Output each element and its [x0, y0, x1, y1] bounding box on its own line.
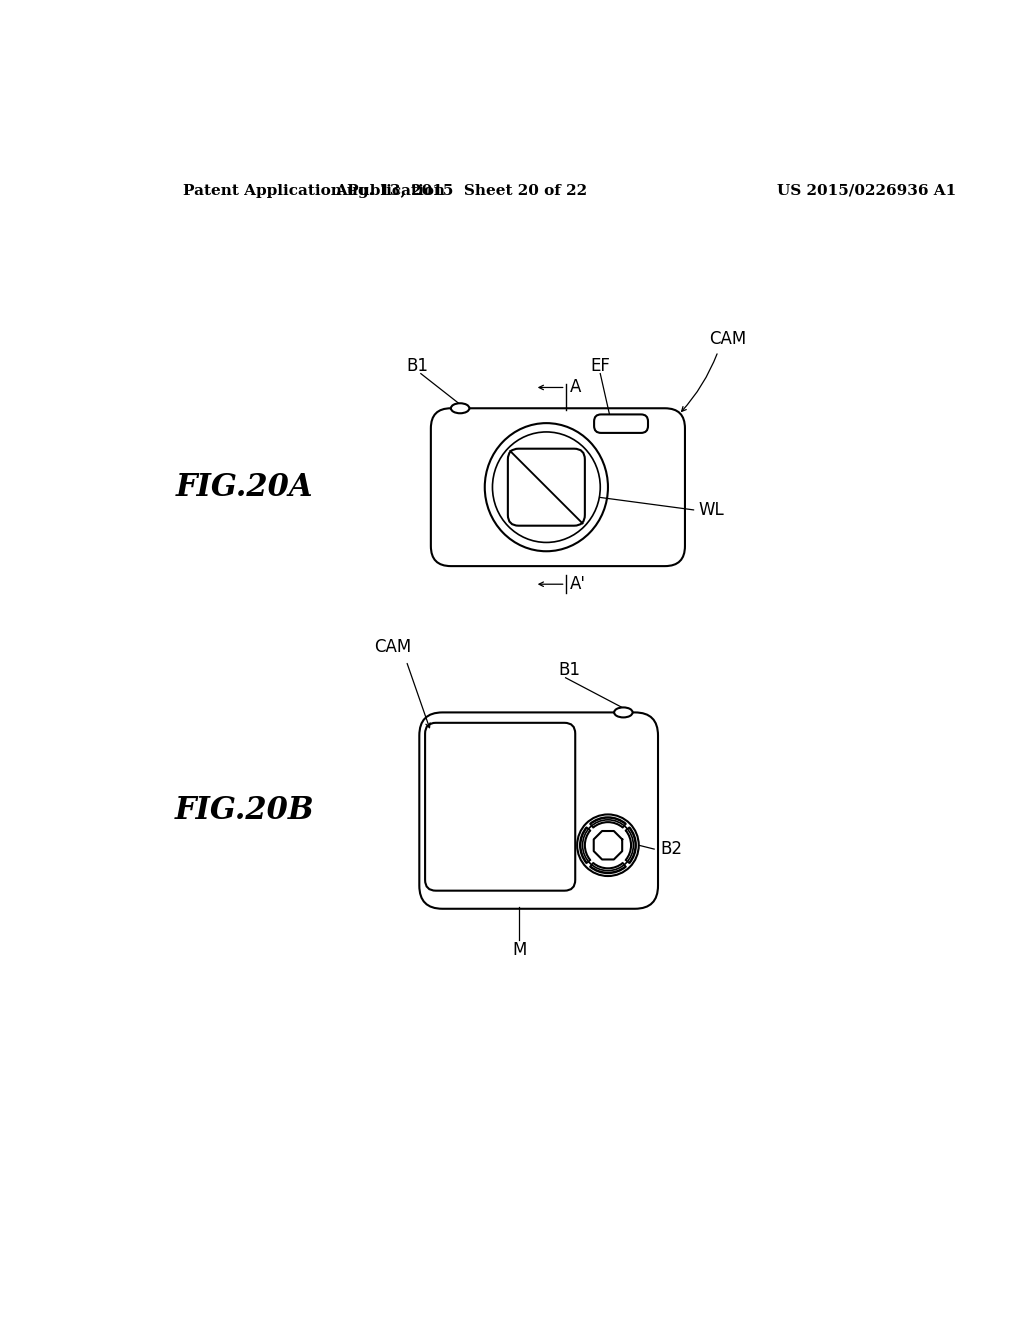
Ellipse shape [484, 424, 608, 552]
Text: Patent Application Publication: Patent Application Publication [183, 183, 444, 198]
Text: A: A [569, 379, 581, 396]
Text: B2: B2 [660, 840, 682, 858]
Text: US 2015/0226936 A1: US 2015/0226936 A1 [777, 183, 956, 198]
Circle shape [578, 814, 639, 876]
FancyBboxPatch shape [431, 408, 685, 566]
Circle shape [583, 820, 634, 871]
FancyBboxPatch shape [425, 723, 575, 891]
FancyBboxPatch shape [594, 414, 648, 433]
Ellipse shape [493, 432, 600, 543]
Text: B1: B1 [558, 661, 581, 678]
Ellipse shape [614, 708, 633, 718]
Text: M: M [512, 941, 526, 958]
Text: B1: B1 [406, 356, 428, 375]
FancyBboxPatch shape [508, 449, 585, 525]
Text: EF: EF [590, 356, 610, 375]
Text: FIG.20A: FIG.20A [176, 471, 313, 503]
Text: FIG.20B: FIG.20B [175, 795, 314, 826]
Ellipse shape [451, 404, 469, 413]
Text: Aug. 13, 2015  Sheet 20 of 22: Aug. 13, 2015 Sheet 20 of 22 [336, 183, 588, 198]
Text: CAM: CAM [374, 638, 411, 656]
Text: WL: WL [698, 502, 725, 519]
Text: CAM: CAM [709, 330, 745, 348]
FancyBboxPatch shape [419, 713, 658, 908]
Text: A': A' [569, 576, 586, 593]
